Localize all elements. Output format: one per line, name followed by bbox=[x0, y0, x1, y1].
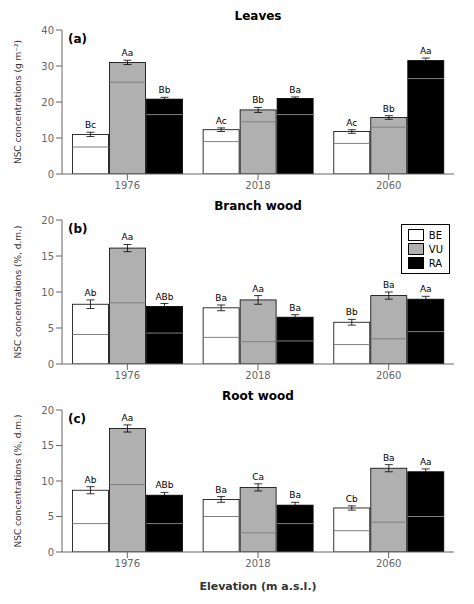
svg-text:0: 0 bbox=[48, 169, 54, 180]
svg-text:Ba: Ba bbox=[215, 485, 227, 495]
svg-text:Bb: Bb bbox=[252, 95, 264, 105]
svg-text:ABb: ABb bbox=[155, 480, 173, 490]
svg-text:1976: 1976 bbox=[115, 370, 140, 381]
html-text:Root wood: Root wood bbox=[222, 389, 294, 403]
svg-text:2018: 2018 bbox=[245, 180, 270, 191]
html-text:BE: BE bbox=[428, 229, 442, 241]
svg-text:Aa: Aa bbox=[122, 413, 134, 423]
html-text:Branch wood: Branch wood bbox=[214, 199, 302, 213]
svg-text:Aa: Aa bbox=[420, 46, 432, 56]
svg-text:10: 10 bbox=[41, 287, 54, 298]
svg-text:Ba: Ba bbox=[289, 490, 301, 500]
svg-text:20: 20 bbox=[41, 215, 54, 226]
html-text:VU: VU bbox=[428, 243, 443, 255]
svg-text:Ba: Ba bbox=[215, 293, 227, 303]
svg-text:Ba: Ba bbox=[289, 85, 301, 95]
svg-text:0: 0 bbox=[48, 359, 54, 370]
svg-text:2060: 2060 bbox=[376, 180, 401, 191]
svg-text:10: 10 bbox=[41, 476, 54, 487]
svg-text:Ba: Ba bbox=[289, 303, 301, 313]
svg-text:2060: 2060 bbox=[376, 558, 401, 569]
svg-text:Ca: Ca bbox=[252, 472, 264, 482]
svg-text:20: 20 bbox=[41, 405, 54, 416]
svg-text:5: 5 bbox=[48, 511, 54, 522]
svg-text:2060: 2060 bbox=[376, 370, 401, 381]
html-text:RA: RA bbox=[428, 257, 443, 269]
svg-text:NSC concentrations (%, d.m.): NSC concentrations (%, d.m.) bbox=[13, 415, 23, 548]
svg-text:Ab: Ab bbox=[85, 288, 97, 298]
svg-text:15: 15 bbox=[41, 440, 54, 451]
svg-text:Bb: Bb bbox=[159, 85, 171, 95]
svg-text:NSC concentrations (%, d.m.): NSC concentrations (%, d.m.) bbox=[13, 226, 23, 359]
svg-text:Bc: Bc bbox=[85, 120, 96, 130]
svg-text:Ba: Ba bbox=[383, 453, 395, 463]
svg-text:1976: 1976 bbox=[115, 180, 140, 191]
svg-text:Aa: Aa bbox=[420, 284, 432, 294]
svg-text:Ac: Ac bbox=[216, 116, 227, 126]
svg-text:ABb: ABb bbox=[155, 292, 173, 302]
svg-text:Ac: Ac bbox=[346, 118, 357, 128]
svg-text:2018: 2018 bbox=[245, 370, 270, 381]
svg-text:40: 40 bbox=[41, 25, 54, 36]
svg-text:Ab: Ab bbox=[85, 475, 97, 485]
html-text:Leaves: Leaves bbox=[234, 9, 282, 23]
svg-text:20: 20 bbox=[41, 97, 54, 108]
svg-text:30: 30 bbox=[41, 61, 54, 72]
svg-text:Aa: Aa bbox=[122, 232, 134, 242]
html-text:(c): (c) bbox=[68, 412, 87, 426]
svg-text:Bb: Bb bbox=[383, 104, 395, 114]
svg-text:Cb: Cb bbox=[346, 494, 358, 504]
svg-text:10: 10 bbox=[41, 133, 54, 144]
svg-text:Bb: Bb bbox=[346, 307, 358, 317]
svg-text:Aa: Aa bbox=[252, 284, 264, 294]
svg-text:1976: 1976 bbox=[115, 558, 140, 569]
html-text:(a): (a) bbox=[68, 32, 88, 46]
svg-text:5: 5 bbox=[48, 323, 54, 334]
svg-text:0: 0 bbox=[48, 547, 54, 558]
svg-text:Aa: Aa bbox=[122, 48, 134, 58]
svg-text:2018: 2018 bbox=[245, 558, 270, 569]
svg-text:Aa: Aa bbox=[420, 457, 432, 467]
html-text:(b): (b) bbox=[68, 222, 88, 236]
svg-text:Elevation (m a.s.l.): Elevation (m a.s.l.) bbox=[199, 580, 316, 593]
svg-text:NSC concentrations (g m⁻²): NSC concentrations (g m⁻²) bbox=[13, 40, 23, 164]
svg-text:Ba: Ba bbox=[383, 280, 395, 290]
svg-text:15: 15 bbox=[41, 251, 54, 262]
